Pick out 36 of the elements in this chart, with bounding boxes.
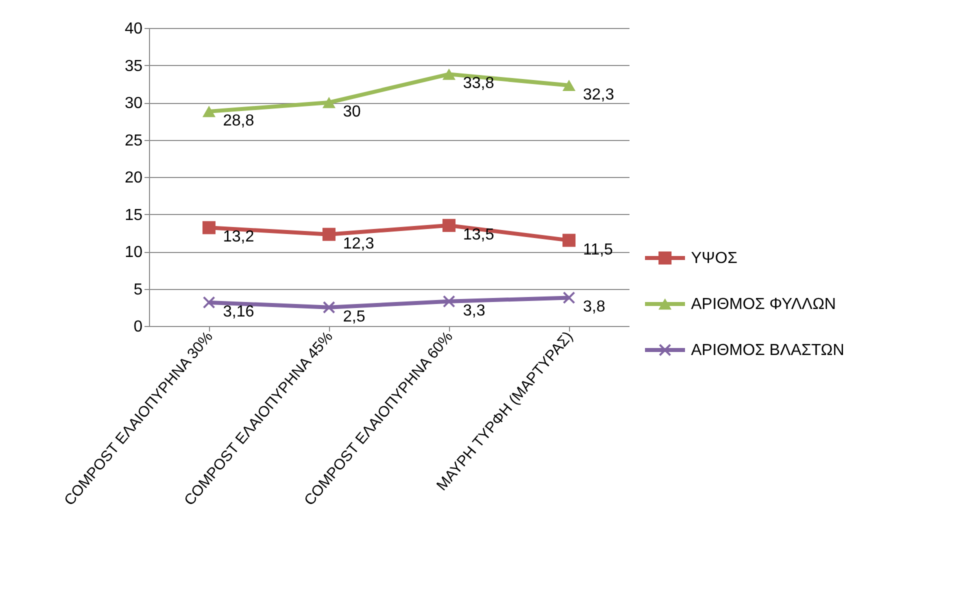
- data-label: 32,3: [583, 86, 614, 104]
- data-label: 13,5: [463, 226, 494, 244]
- point: [442, 68, 456, 80]
- data-label: 3,16: [223, 303, 254, 320]
- y-tick-label: 0: [134, 318, 143, 336]
- point: [202, 296, 216, 309]
- y-tick-label: 5: [134, 281, 143, 298]
- data-label: 3,8: [583, 298, 606, 316]
- point: [442, 295, 456, 308]
- point: [322, 301, 336, 314]
- data-label: 33,8: [463, 75, 494, 92]
- data-label: 2,5: [343, 308, 366, 326]
- y-tick-label: 25: [124, 132, 143, 150]
- data-label: 12,3: [343, 235, 374, 252]
- point: [322, 96, 336, 108]
- data-label: 11,5: [583, 241, 614, 258]
- point: [562, 80, 576, 92]
- point: [442, 218, 456, 232]
- legend-label: ΑΡΙΘΜΟΣ ΒΛΑΣΤΩΝ: [691, 342, 844, 359]
- legend-label: ΥΨΟΣ: [691, 250, 738, 267]
- point: [202, 106, 216, 118]
- y-tick-label: 15: [124, 206, 143, 224]
- data-label: 28,8: [223, 112, 254, 130]
- point: [562, 234, 576, 247]
- point: [562, 291, 576, 304]
- y-tick-label: 20: [124, 170, 143, 186]
- y-tick-label: 30: [124, 95, 143, 112]
- y-tick-label: 35: [124, 58, 143, 75]
- data-label: 30: [343, 104, 361, 120]
- point: [202, 221, 216, 234]
- y-tick-label: 40: [124, 20, 143, 38]
- point: [322, 228, 336, 241]
- y-tick-label: 10: [124, 244, 143, 261]
- data-label: 13,2: [223, 228, 254, 246]
- legend-label: ΑΡΙΘΜΟΣ ΦΥΛΛΩΝ: [691, 296, 836, 313]
- data-label: 3,3: [463, 302, 486, 320]
